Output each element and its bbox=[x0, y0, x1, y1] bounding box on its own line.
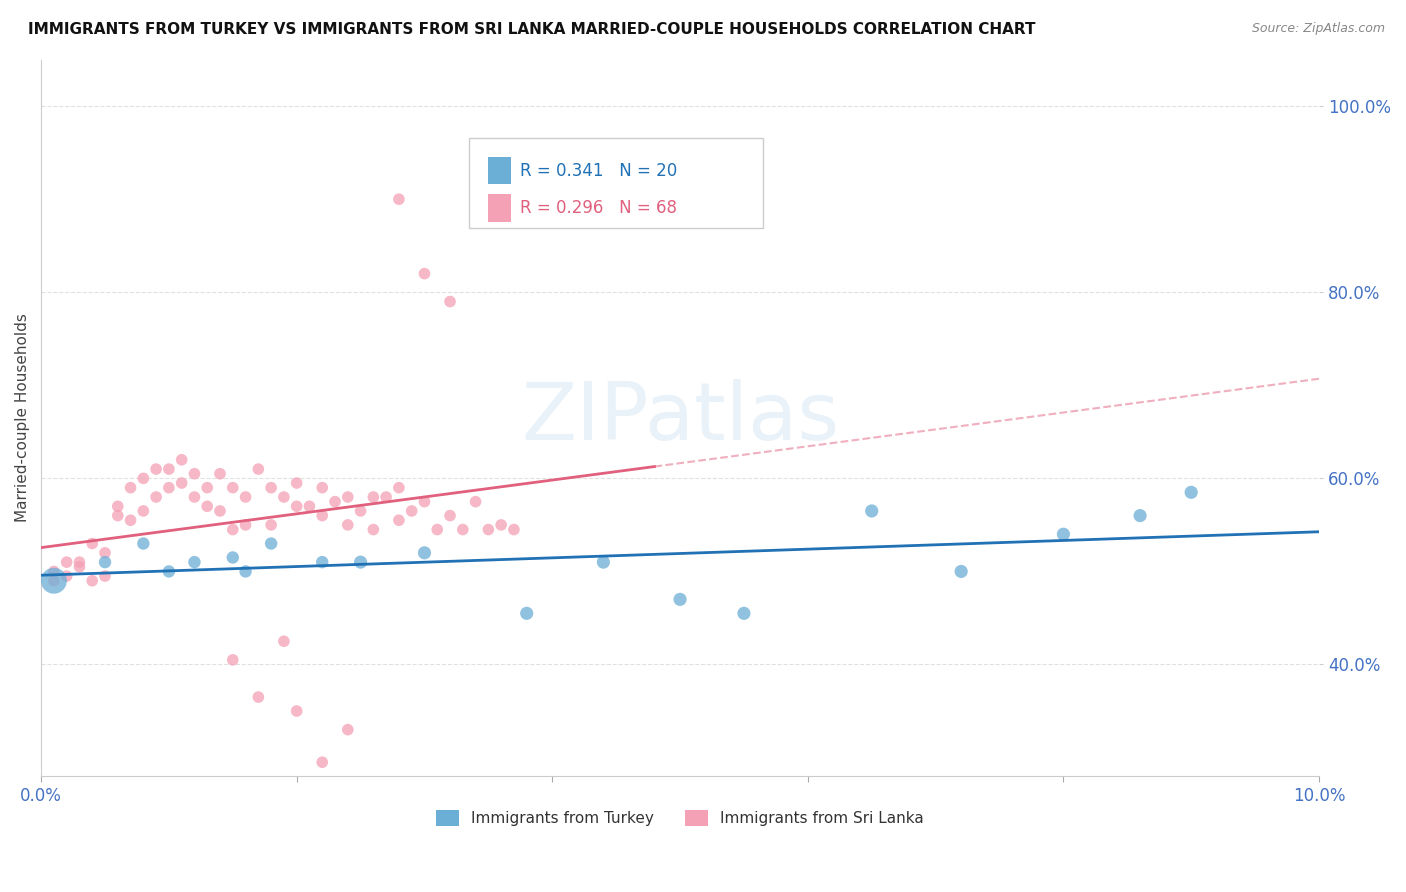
Point bbox=[69, 559, 91, 574]
Point bbox=[94, 555, 117, 569]
Point bbox=[1129, 508, 1152, 523]
Point bbox=[260, 481, 283, 495]
Legend: Immigrants from Turkey, Immigrants from Sri Lanka: Immigrants from Turkey, Immigrants from … bbox=[436, 810, 924, 826]
Point bbox=[375, 490, 398, 504]
Point bbox=[235, 490, 257, 504]
Point bbox=[222, 481, 245, 495]
Point bbox=[107, 508, 129, 523]
Point bbox=[145, 490, 167, 504]
Point bbox=[195, 481, 218, 495]
Point bbox=[413, 267, 436, 281]
Text: R = 0.296   N = 68: R = 0.296 N = 68 bbox=[520, 199, 678, 217]
Point bbox=[311, 508, 333, 523]
Point bbox=[222, 653, 245, 667]
Point bbox=[401, 504, 423, 518]
Point bbox=[82, 536, 104, 550]
Point bbox=[285, 704, 308, 718]
Y-axis label: Married-couple Households: Married-couple Households bbox=[15, 313, 30, 523]
Point bbox=[260, 517, 283, 532]
Point bbox=[82, 574, 104, 588]
Point bbox=[55, 569, 77, 583]
Point bbox=[94, 569, 117, 583]
Point bbox=[503, 523, 526, 537]
Point bbox=[336, 517, 359, 532]
Point bbox=[349, 504, 371, 518]
Point bbox=[132, 504, 155, 518]
Point bbox=[516, 607, 538, 621]
Point bbox=[247, 690, 270, 704]
Text: ZIPatlas: ZIPatlas bbox=[522, 379, 839, 457]
Point bbox=[311, 755, 333, 769]
Point bbox=[733, 607, 755, 621]
Point bbox=[273, 490, 295, 504]
Point bbox=[222, 523, 245, 537]
Point bbox=[363, 490, 385, 504]
Point bbox=[208, 467, 231, 481]
Point bbox=[388, 513, 411, 527]
Point bbox=[260, 536, 283, 550]
Point bbox=[592, 555, 614, 569]
Point bbox=[1052, 527, 1074, 541]
Text: Source: ZipAtlas.com: Source: ZipAtlas.com bbox=[1251, 22, 1385, 36]
Point bbox=[157, 565, 180, 579]
Point bbox=[860, 504, 883, 518]
Point bbox=[669, 592, 692, 607]
Point bbox=[311, 555, 333, 569]
Point bbox=[208, 504, 231, 518]
Point bbox=[413, 546, 436, 560]
Point bbox=[247, 462, 270, 476]
Point bbox=[477, 523, 499, 537]
Point bbox=[464, 494, 486, 508]
Point bbox=[298, 500, 321, 514]
Point bbox=[235, 517, 257, 532]
Point bbox=[388, 192, 411, 206]
FancyBboxPatch shape bbox=[470, 138, 763, 228]
Point bbox=[132, 536, 155, 550]
Point bbox=[195, 500, 218, 514]
Point bbox=[107, 500, 129, 514]
Point bbox=[132, 471, 155, 485]
Point bbox=[170, 476, 193, 491]
Point bbox=[950, 565, 973, 579]
Bar bbox=[488, 194, 512, 221]
Point bbox=[336, 490, 359, 504]
Bar bbox=[488, 157, 512, 185]
Point bbox=[426, 523, 449, 537]
Point bbox=[388, 481, 411, 495]
Point bbox=[439, 508, 461, 523]
Point bbox=[183, 467, 205, 481]
Point bbox=[55, 555, 77, 569]
Point bbox=[311, 481, 333, 495]
Point bbox=[285, 500, 308, 514]
Point bbox=[69, 555, 91, 569]
Point bbox=[323, 494, 346, 508]
Text: IMMIGRANTS FROM TURKEY VS IMMIGRANTS FROM SRI LANKA MARRIED-COUPLE HOUSEHOLDS CO: IMMIGRANTS FROM TURKEY VS IMMIGRANTS FRO… bbox=[28, 22, 1036, 37]
Point bbox=[413, 494, 436, 508]
Point bbox=[336, 723, 359, 737]
Point bbox=[157, 462, 180, 476]
Point bbox=[451, 523, 474, 537]
Point bbox=[489, 517, 512, 532]
Point bbox=[183, 555, 205, 569]
Point bbox=[94, 546, 117, 560]
Point bbox=[42, 574, 65, 588]
Point bbox=[157, 481, 180, 495]
Point bbox=[285, 476, 308, 491]
Point bbox=[273, 634, 295, 648]
Point bbox=[183, 490, 205, 504]
Point bbox=[222, 550, 245, 565]
Point bbox=[170, 452, 193, 467]
Text: R = 0.341   N = 20: R = 0.341 N = 20 bbox=[520, 161, 678, 180]
Point bbox=[363, 523, 385, 537]
Point bbox=[235, 565, 257, 579]
Point bbox=[1180, 485, 1202, 500]
Point bbox=[120, 481, 142, 495]
Point bbox=[42, 565, 65, 579]
Point bbox=[349, 555, 371, 569]
Point bbox=[145, 462, 167, 476]
Point bbox=[439, 294, 461, 309]
Point bbox=[120, 513, 142, 527]
Point bbox=[42, 574, 65, 588]
